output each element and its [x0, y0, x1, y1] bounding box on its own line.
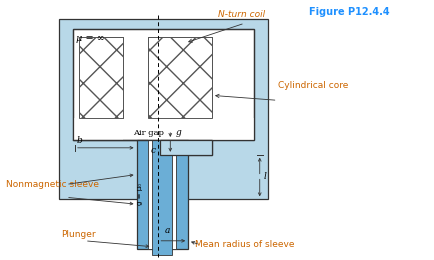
Text: b: b: [77, 136, 82, 145]
Text: a: a: [164, 226, 169, 235]
Bar: [79, 37, 122, 118]
Bar: [136, 140, 188, 249]
Bar: [160, 140, 211, 155]
Bar: [148, 140, 176, 249]
Text: Cylindrical core: Cylindrical core: [277, 81, 347, 90]
Bar: [148, 37, 211, 118]
Text: c: c: [150, 146, 155, 155]
Bar: [73, 118, 122, 140]
Bar: [73, 29, 253, 140]
Bar: [148, 37, 211, 118]
Bar: [152, 140, 172, 255]
Bar: [59, 19, 267, 199]
Text: Nonmagnetic sleeve: Nonmagnetic sleeve: [7, 180, 99, 189]
Text: Mean radius of sleeve: Mean radius of sleeve: [195, 240, 294, 249]
Text: N-turn coil: N-turn coil: [217, 10, 264, 19]
Text: l: l: [263, 172, 266, 181]
Text: Figure P12.4.4: Figure P12.4.4: [309, 7, 389, 17]
Text: Plunger: Plunger: [61, 230, 95, 239]
Bar: [79, 37, 122, 118]
Text: g = μ₀: g = μ₀: [136, 183, 142, 205]
Text: Air gap: Air gap: [133, 129, 164, 137]
Bar: [148, 118, 253, 140]
Text: g: g: [175, 128, 181, 137]
Text: μ = ∞: μ = ∞: [76, 34, 105, 43]
Bar: [73, 29, 253, 140]
Bar: [160, 140, 211, 155]
